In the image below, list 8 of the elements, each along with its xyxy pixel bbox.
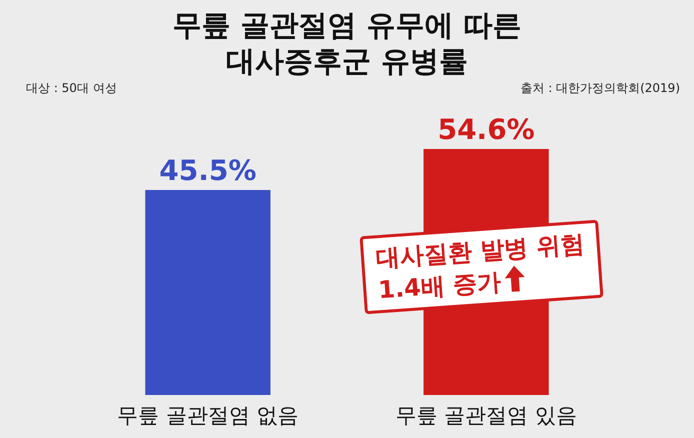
x-tick-label: 무릎 골관절염 없음: [117, 404, 299, 428]
x-tick-label: 무릎 골관절염 있음: [395, 404, 577, 428]
source-note: 출처 : 대한가정의학회(2019): [520, 80, 680, 97]
chart-title: 무릎 골관절염 유무에 따른 대사증후군 유병률: [172, 8, 522, 78]
annotation: 대사질환 발병 위험 1.4배 증가: [375, 230, 586, 304]
data-label: 54.6%: [438, 113, 535, 146]
data-label: 45.5%: [159, 154, 256, 187]
text: 대상 : 50대 여성: [26, 80, 117, 97]
